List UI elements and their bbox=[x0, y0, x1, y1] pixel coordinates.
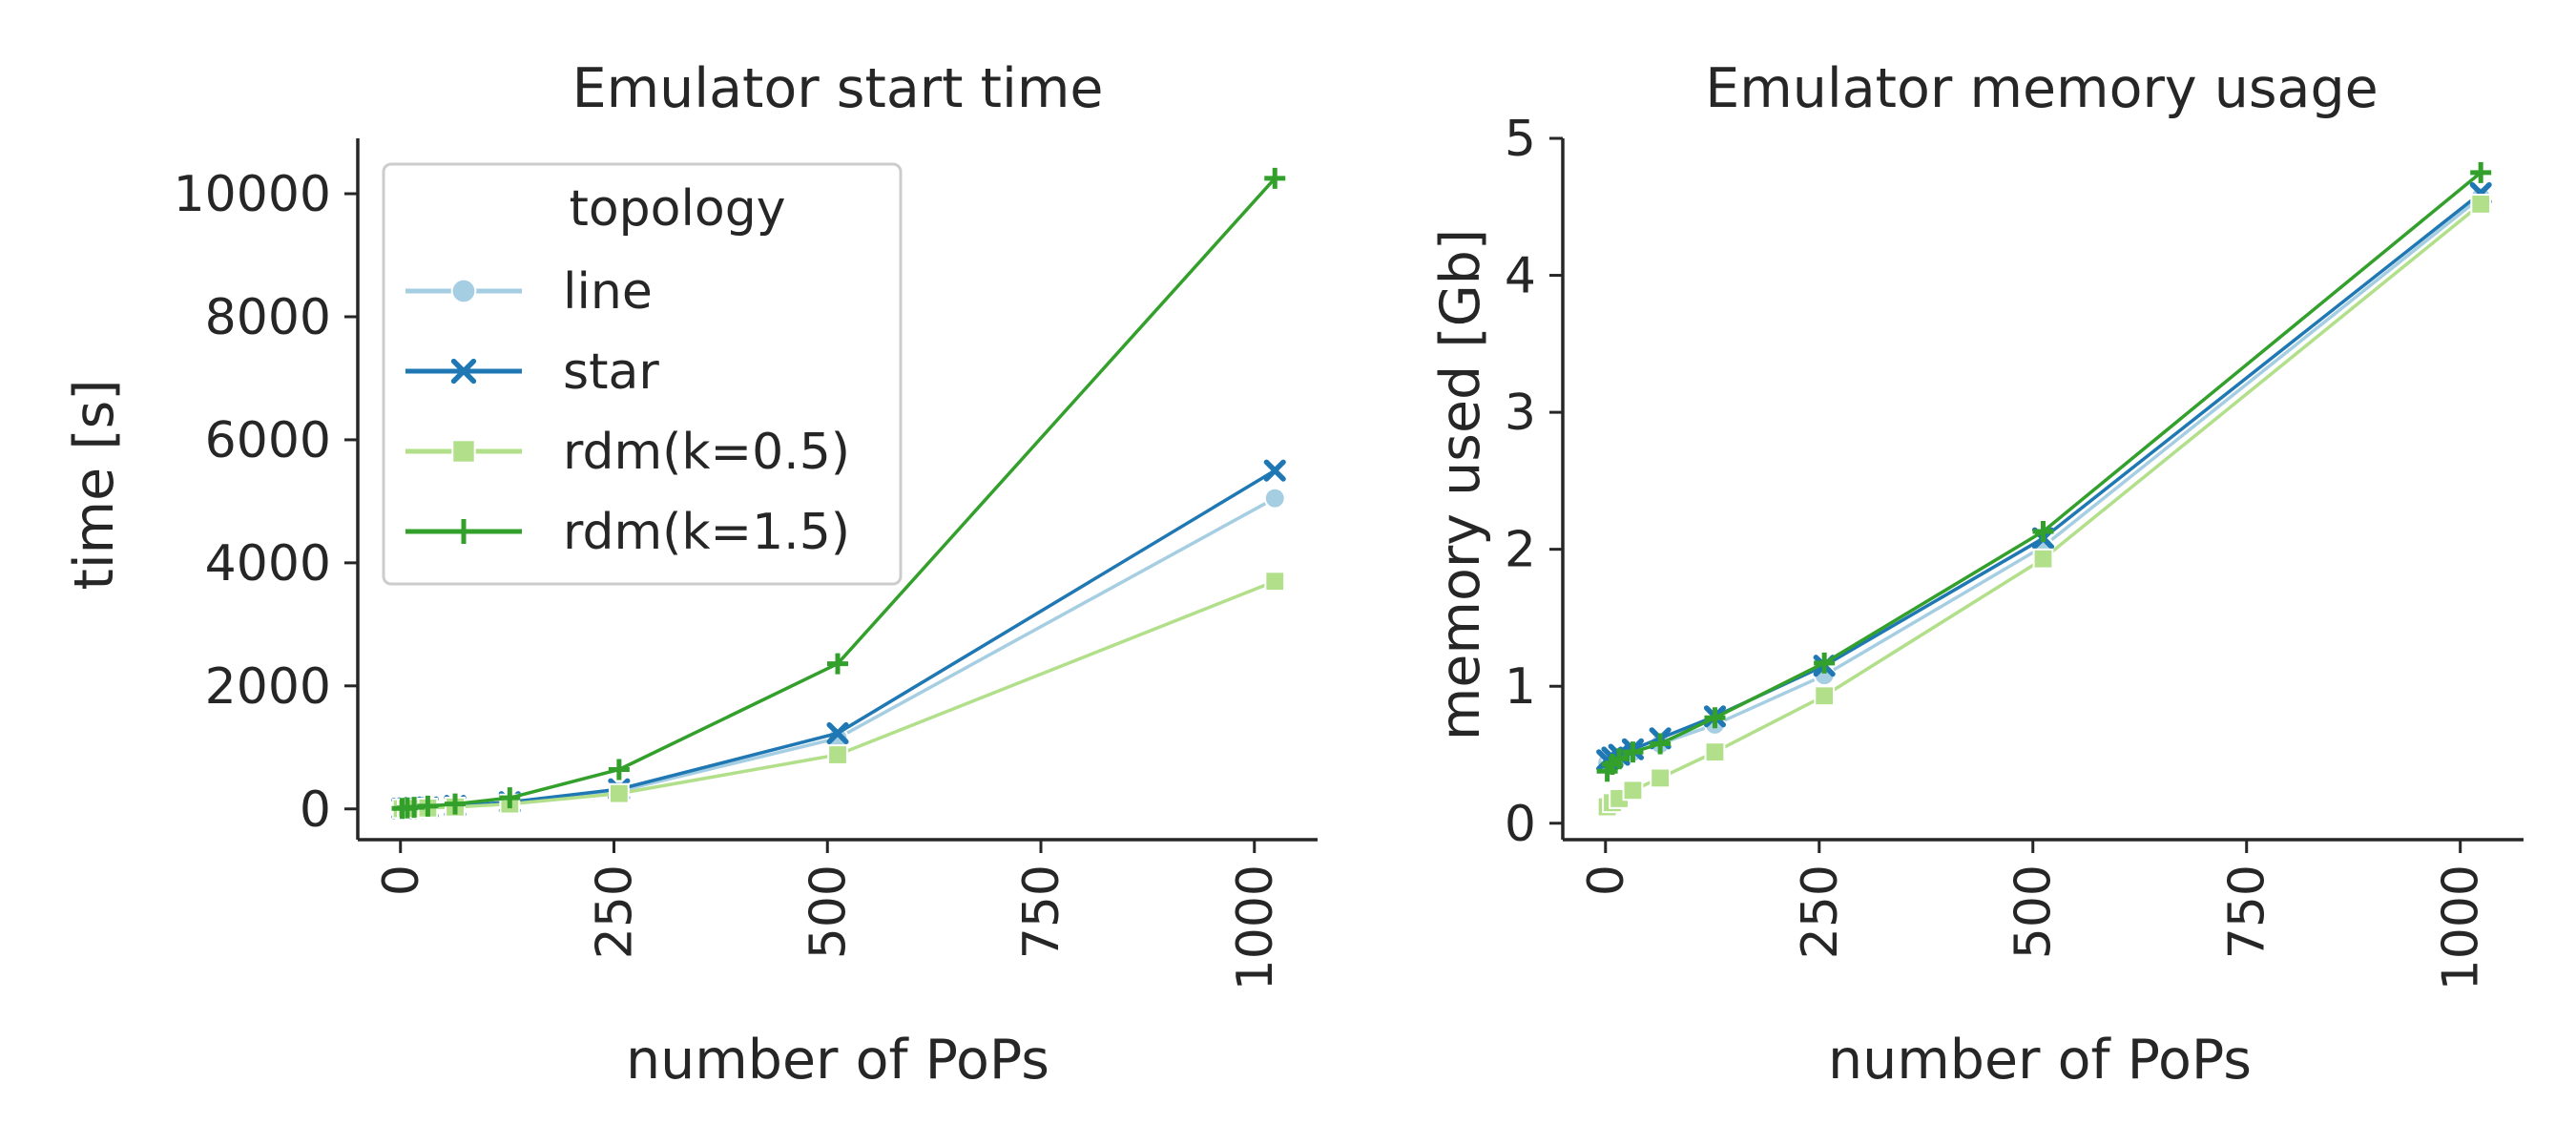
data-point bbox=[1609, 748, 1631, 770]
series-rdm(k=1.5) bbox=[1596, 161, 2492, 782]
series-rdm(k=0.5) bbox=[1596, 194, 2492, 818]
legend-item: line bbox=[405, 263, 653, 321]
y-axis-label: memory used [Gb] bbox=[1429, 229, 1492, 740]
legend-swatch-marker bbox=[450, 278, 477, 304]
start-time-chart: Emulator start time number of PoPs time … bbox=[63, 57, 1318, 1092]
y-tick-label: 0 bbox=[300, 781, 331, 839]
data-point bbox=[826, 721, 849, 745]
legend-item: rdm(k=0.5) bbox=[405, 424, 850, 481]
y-tick-label: 10000 bbox=[174, 166, 331, 223]
chart-title: Emulator start time bbox=[572, 57, 1104, 120]
legend-label: star bbox=[563, 344, 659, 401]
legend-label: line bbox=[563, 263, 653, 321]
legend-swatch-marker bbox=[450, 358, 477, 385]
data-point bbox=[1622, 741, 1644, 763]
x-tick-label: 500 bbox=[800, 864, 857, 959]
y-axis-label: time [s] bbox=[63, 379, 126, 590]
y-tick-label: 8000 bbox=[205, 289, 331, 346]
legend-swatch-marker bbox=[451, 519, 476, 544]
x-tick-label: 750 bbox=[2219, 864, 2276, 959]
y-tick-label: 6000 bbox=[205, 412, 331, 469]
x-axis-label: number of PoPs bbox=[1828, 1029, 2252, 1092]
legend-frame bbox=[382, 162, 903, 586]
y-tick-label: 1 bbox=[1505, 658, 1536, 716]
data-point bbox=[499, 787, 521, 809]
y-tick-label: 4 bbox=[1505, 248, 1536, 305]
legend: topology line star rdm(k=0.5) rdm(k=1.5) bbox=[382, 162, 903, 586]
data-point bbox=[1264, 571, 1286, 593]
memory-usage-chart: Emulator memory usage number of PoPs mem… bbox=[1429, 57, 2524, 1092]
series-rdm(k=0.5) bbox=[391, 571, 1286, 820]
x-tick-label: 0 bbox=[1578, 864, 1635, 896]
data-point bbox=[2470, 161, 2492, 183]
x-axis-label: number of PoPs bbox=[626, 1029, 1049, 1092]
data-point bbox=[1704, 741, 1726, 763]
legend-item: star bbox=[405, 344, 659, 401]
y-tick-label: 4000 bbox=[205, 535, 331, 593]
y-tick-label: 0 bbox=[1505, 796, 1536, 853]
series-line bbox=[402, 579, 1276, 811]
series-star bbox=[1596, 181, 2492, 772]
data-point bbox=[827, 653, 848, 675]
data-point bbox=[2032, 548, 2054, 570]
data-point bbox=[1814, 685, 1836, 707]
data-point bbox=[2032, 521, 2054, 543]
data-point bbox=[1622, 780, 1644, 802]
y-tick-label: 2000 bbox=[205, 658, 331, 716]
data-point bbox=[1650, 733, 1672, 755]
x-tick-label: 250 bbox=[587, 864, 644, 959]
legend-label: rdm(k=1.5) bbox=[563, 504, 850, 561]
x-tick-label: 1000 bbox=[1227, 864, 1284, 990]
data-point bbox=[1263, 459, 1286, 482]
data-point bbox=[1263, 487, 1286, 510]
y-tick-label: 2 bbox=[1505, 522, 1536, 579]
legend-label: rdm(k=0.5) bbox=[563, 424, 850, 481]
chart-title: Emulator memory usage bbox=[1705, 57, 2379, 120]
x-tick-label: 500 bbox=[2005, 864, 2063, 959]
data-point bbox=[445, 793, 467, 815]
data-point bbox=[2470, 194, 2492, 215]
x-tick-label: 1000 bbox=[2433, 864, 2490, 990]
data-point bbox=[608, 759, 630, 781]
series-line bbox=[1606, 171, 2483, 773]
data-point bbox=[608, 782, 630, 804]
y-tick-label: 5 bbox=[1505, 111, 1536, 168]
series-rdm(k=1.5) bbox=[391, 167, 1286, 820]
data-point bbox=[1814, 652, 1836, 674]
data-point bbox=[1650, 767, 1672, 789]
data-point bbox=[827, 744, 848, 765]
y-tick-label: 3 bbox=[1505, 385, 1536, 442]
x-tick-label: 0 bbox=[373, 864, 430, 896]
legend-item: rdm(k=1.5) bbox=[405, 504, 850, 561]
data-point bbox=[417, 795, 439, 817]
legend-swatch-marker bbox=[451, 439, 476, 464]
data-point bbox=[1264, 167, 1286, 189]
data-point bbox=[1704, 707, 1726, 729]
x-tick-label: 750 bbox=[1013, 864, 1070, 959]
legend-title: topology bbox=[569, 180, 785, 238]
x-tick-label: 250 bbox=[1792, 864, 1849, 959]
